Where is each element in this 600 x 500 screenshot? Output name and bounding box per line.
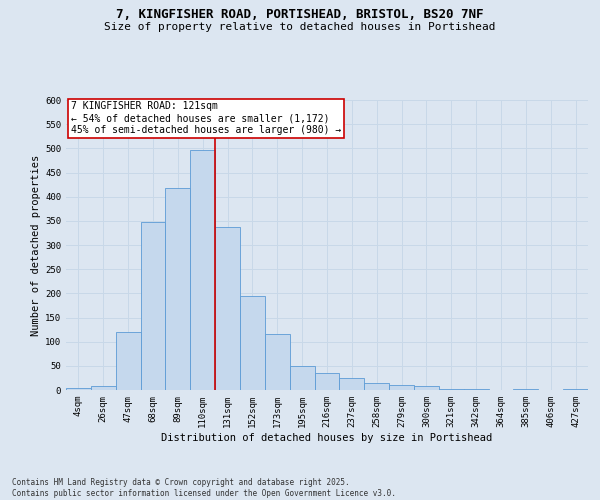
Bar xyxy=(514,389,538,390)
Bar xyxy=(563,389,588,390)
Bar xyxy=(389,385,414,390)
Bar xyxy=(364,383,389,390)
Bar xyxy=(290,366,314,390)
Bar xyxy=(190,150,215,390)
Bar xyxy=(91,386,116,390)
Text: Size of property relative to detached houses in Portishead: Size of property relative to detached ho… xyxy=(104,22,496,32)
Bar xyxy=(439,388,464,390)
X-axis label: Distribution of detached houses by size in Portishead: Distribution of detached houses by size … xyxy=(161,432,493,442)
Bar xyxy=(314,373,340,390)
Text: 7, KINGFISHER ROAD, PORTISHEAD, BRISTOL, BS20 7NF: 7, KINGFISHER ROAD, PORTISHEAD, BRISTOL,… xyxy=(116,8,484,20)
Bar xyxy=(464,389,488,390)
Bar xyxy=(116,332,140,390)
Bar xyxy=(166,188,190,390)
Bar xyxy=(340,378,364,390)
Bar xyxy=(265,334,290,390)
Bar xyxy=(240,296,265,390)
Text: 7 KINGFISHER ROAD: 121sqm
← 54% of detached houses are smaller (1,172)
45% of se: 7 KINGFISHER ROAD: 121sqm ← 54% of detac… xyxy=(71,102,341,134)
Y-axis label: Number of detached properties: Number of detached properties xyxy=(31,154,41,336)
Bar xyxy=(140,222,166,390)
Bar xyxy=(66,388,91,390)
Bar xyxy=(414,386,439,390)
Bar xyxy=(215,226,240,390)
Text: Contains HM Land Registry data © Crown copyright and database right 2025.
Contai: Contains HM Land Registry data © Crown c… xyxy=(12,478,396,498)
